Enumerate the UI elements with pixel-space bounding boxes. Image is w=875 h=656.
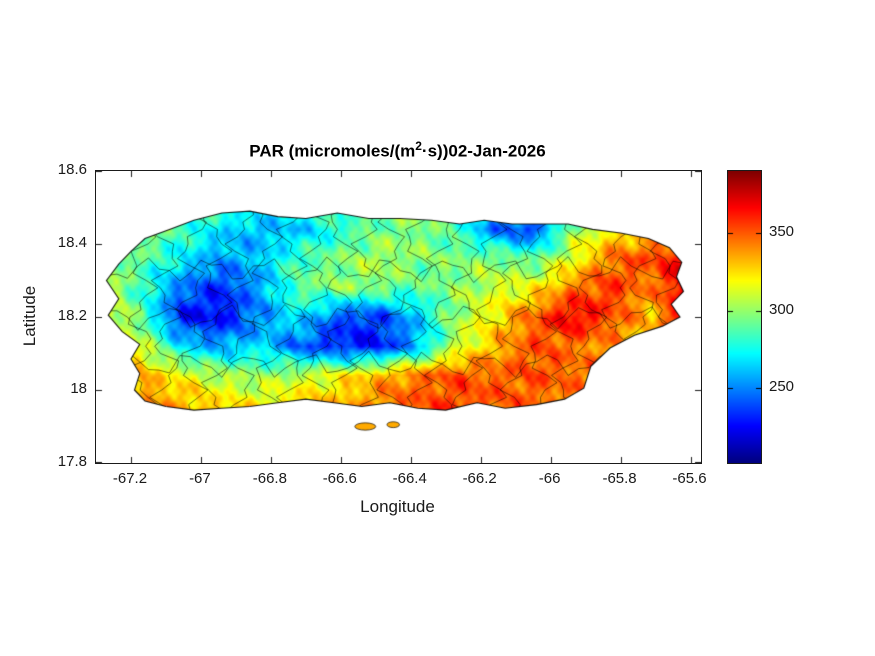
x-tick-label: -65.8 xyxy=(602,470,637,487)
x-tick-label: -66.4 xyxy=(392,470,427,487)
colorbar-tick-label: 300 xyxy=(769,300,795,318)
chart-title: PAR (micromoles/(m2·s))02-Jan-2026 xyxy=(95,139,700,162)
x-tick-label: -66.6 xyxy=(322,470,357,487)
x-tick-label: -65.6 xyxy=(672,470,707,487)
colorbar-tick-label: 250 xyxy=(769,378,795,396)
y-tick-label: 17.8 xyxy=(57,453,87,470)
y-tick-label: 18.6 xyxy=(57,161,87,178)
title-superscript: 2 xyxy=(415,139,422,153)
colorbar-canvas xyxy=(728,171,761,463)
y-tick-label: 18 xyxy=(70,380,87,397)
x-tick-label: -66 xyxy=(538,470,561,487)
x-tick-label: -66.8 xyxy=(252,470,287,487)
title-text-prefix: PAR (micromoles/(m xyxy=(249,141,416,161)
heatmap-canvas xyxy=(96,171,701,463)
colorbar xyxy=(727,170,762,464)
x-tick-label: -67 xyxy=(189,470,211,487)
y-tick-label: 18.4 xyxy=(57,234,87,251)
plot-area xyxy=(95,170,702,464)
colorbar-tick-label: 350 xyxy=(769,223,795,241)
x-axis-label: Longitude xyxy=(360,497,435,516)
y-tick-label: 18.2 xyxy=(57,307,87,324)
x-tick-label: -67.2 xyxy=(112,470,148,487)
title-text-suffix: ·s))02-Jan-2026 xyxy=(421,141,546,161)
x-tick-label: -66.2 xyxy=(462,470,497,487)
